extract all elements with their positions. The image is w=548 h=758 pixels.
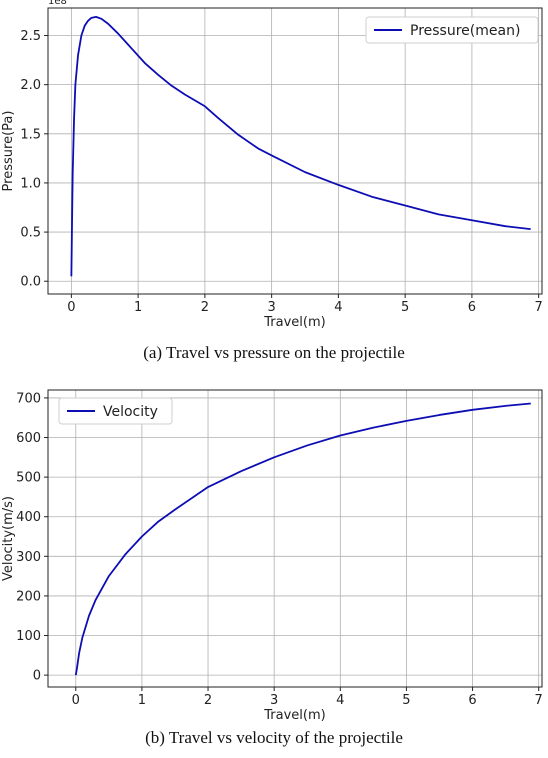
pressure-y-tick-label: 0.5 [20, 226, 41, 241]
velocity-y-tick-label: 100 [16, 629, 41, 644]
velocity-y-tick-label: 0 [33, 669, 41, 684]
velocity-x-tick-label: 0 [72, 693, 80, 708]
pressure-chart: 0 1 2 3 4 5 6 7 0.0 0.5 1.0 1.5 2.0 2.5 1e8 Travel(m) Pr… [1, 0, 543, 330]
pressure-plot-area [48, 8, 542, 294]
pressure-axes-frame [47, 7, 543, 295]
pressure-y-tick-label: 1.5 [20, 127, 41, 142]
velocity-y-tick-label: 200 [16, 589, 41, 604]
pressure-x-axis-label: Travel(m) [263, 315, 325, 330]
pressure-x-tick-label: 3 [267, 300, 275, 315]
velocity-y-tick-label: 500 [16, 471, 41, 486]
velocity-chart: 0 1 2 3 4 5 6 7 0 100 200 300 400 500 600 700 Travel(m) V… [1, 389, 543, 723]
pressure-x-tick-label: 5 [401, 300, 409, 315]
pressure-legend-label: Pressure(mean) [410, 23, 520, 39]
velocity-x-tick-label: 1 [138, 693, 146, 708]
velocity-axes-frame [47, 389, 543, 688]
pressure-x-tick-label: 0 [67, 300, 75, 315]
velocity-legend-label: Velocity [103, 404, 158, 420]
velocity-legend-box [58, 397, 173, 425]
velocity-y-axis-label: Velocity(m/s) [1, 496, 16, 581]
pressure-x-tick-label: 6 [468, 300, 476, 315]
pressure-figure: 0 1 2 3 4 5 6 7 0.0 0.5 1.0 1.5 2.0 2.5 1e8 Travel(m) Pr… [0, 0, 548, 375]
pressure-series-line [70, 15, 531, 277]
velocity-caption: (b) Travel vs velocity of the projectile [145, 728, 403, 747]
velocity-y-tick-label: 700 [16, 391, 41, 406]
pressure-x-tick-label: 1 [134, 300, 142, 315]
pressure-y-tick-label: 2.5 [20, 29, 41, 44]
velocity-x-tick-label: 4 [336, 693, 344, 708]
pressure-y-tick-label: 1.0 [20, 176, 41, 191]
velocity-x-tick-label: 2 [204, 693, 212, 708]
velocity-figure: 0 1 2 3 4 5 6 7 0 100 200 300 400 500 600 700 Travel(m) V… [0, 380, 548, 758]
velocity-x-tick-label: 3 [270, 693, 278, 708]
pressure-x-tick-label: 4 [334, 300, 342, 315]
pressure-y-tick-label: 2.0 [20, 78, 41, 93]
pressure-caption: (a) Travel vs pressure on the projectile [143, 343, 405, 362]
pressure-y-tick-label: 0.0 [20, 275, 41, 290]
pressure-x-tick-label: 2 [201, 300, 209, 315]
pressure-x-tick-label: 7 [535, 300, 543, 315]
pressure-y-axis-label: Pressure(Pa) [1, 111, 16, 192]
velocity-x-tick-label: 5 [402, 693, 410, 708]
pressure-legend: Pressure(mean) [365, 16, 539, 44]
velocity-y-tick-label: 600 [16, 431, 41, 446]
velocity-x-tick-label: 6 [468, 693, 476, 708]
velocity-legend: Velocity [58, 397, 173, 425]
velocity-x-tick-label: 7 [535, 693, 543, 708]
velocity-y-tick-label: 400 [16, 510, 41, 525]
velocity-y-tick-label: 300 [16, 550, 41, 565]
pressure-legend-box [365, 16, 539, 44]
velocity-plot-area [48, 390, 542, 687]
velocity-x-axis-label: Travel(m) [263, 708, 325, 723]
pressure-y-offset-label: 1e8 [48, 0, 67, 7]
velocity-series-line [74, 402, 531, 676]
